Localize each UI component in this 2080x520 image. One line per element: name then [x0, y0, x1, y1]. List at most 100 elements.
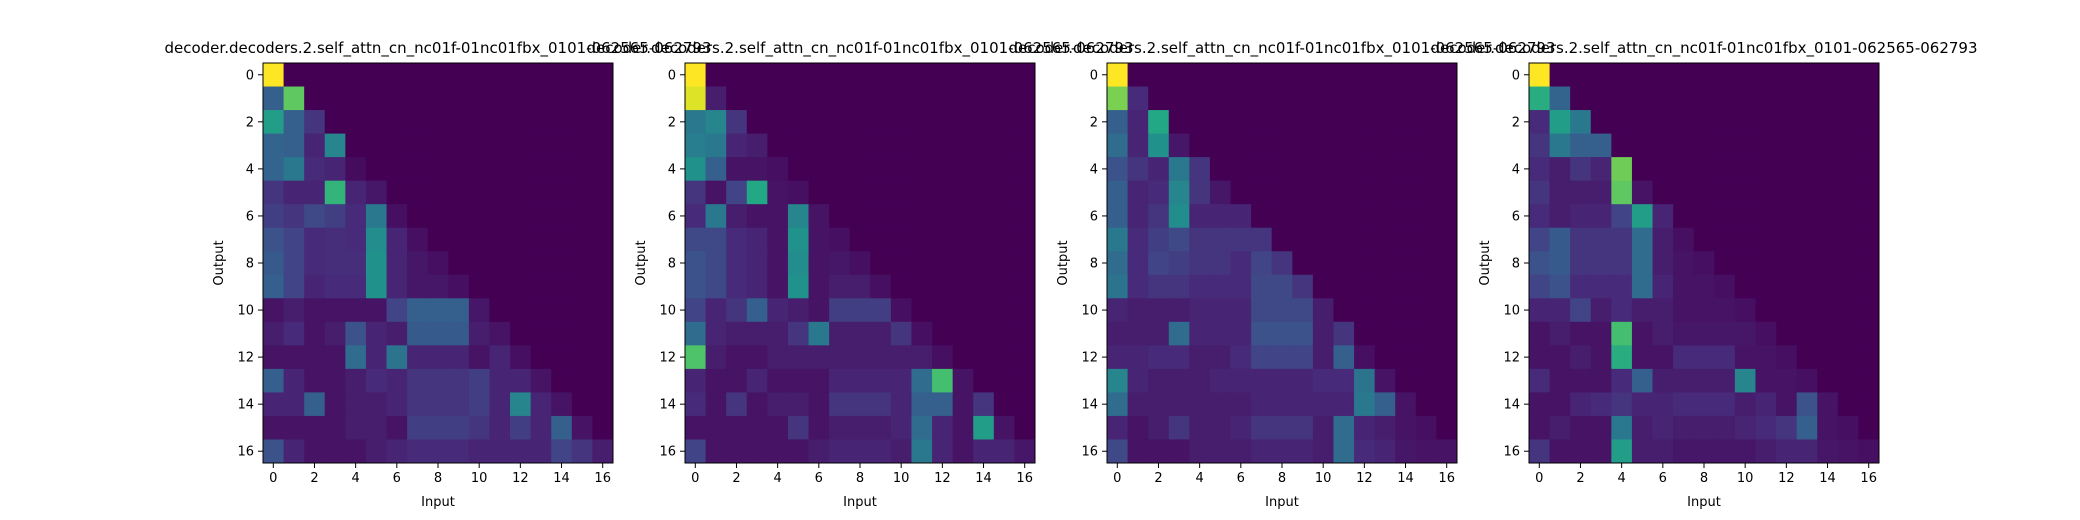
heatmap-cell [571, 133, 593, 158]
heatmap-cell [1292, 368, 1314, 393]
heatmap-cell [1590, 415, 1612, 440]
heatmap-cell [1189, 392, 1211, 417]
heatmap-cell [1312, 415, 1334, 440]
heatmap-cell [911, 439, 933, 464]
y-tick-label: 16 [1503, 445, 1520, 460]
heatmap-cell [1395, 392, 1417, 417]
heatmap-cell [1209, 227, 1231, 252]
y-tick-label: 16 [659, 445, 676, 460]
heatmap-cell [1817, 392, 1839, 417]
heatmap-cell [592, 251, 614, 276]
heatmap-cell [263, 227, 284, 252]
heatmap-cell [685, 110, 706, 134]
heatmap-cell [1312, 274, 1334, 299]
heatmap-cell [767, 345, 789, 370]
heatmap-cell [1776, 227, 1798, 252]
y-tick-label: 12 [659, 351, 676, 366]
heatmap-cell [1333, 415, 1355, 440]
heatmap-cell [551, 227, 573, 252]
heatmap-cell [510, 110, 532, 134]
heatmap-cell [1230, 415, 1252, 440]
heatmap-cell [829, 133, 851, 158]
heatmap-cell [705, 204, 727, 229]
heatmap-cell [468, 439, 490, 464]
heatmap-panel-2: 0 2 4 6 8 10 12 14 16 0 2 4 6 8 10 12 14 16 decoder.decod… [586, 39, 1133, 510]
heatmap-cell [1714, 415, 1736, 440]
heatmap-cell [1590, 227, 1612, 252]
y-tick-label: 16 [1081, 445, 1098, 460]
heatmap-cell [304, 157, 326, 182]
heatmap-cell [1107, 321, 1128, 346]
heatmap-cell [468, 110, 490, 134]
heatmap-cell [1837, 63, 1859, 87]
heatmap-cell [932, 204, 954, 229]
heatmap-cell [993, 133, 1015, 158]
heatmap-cell [1014, 63, 1036, 87]
heatmap-cell [448, 368, 470, 393]
heatmap-cell [705, 439, 727, 464]
heatmap-cell [1631, 415, 1653, 440]
heatmap-cell [808, 157, 830, 182]
heatmap-cell [1817, 298, 1839, 323]
heatmap-cell [849, 368, 871, 393]
heatmap-cell [1014, 439, 1036, 464]
heatmap-cell [1734, 321, 1756, 346]
heatmap-cell [468, 86, 490, 111]
heatmap-cell [1652, 63, 1674, 87]
heatmap-cell [510, 321, 532, 346]
heatmap-cell [407, 298, 429, 323]
heatmap-cell [787, 251, 809, 276]
heatmap-cell [911, 298, 933, 323]
heatmap-cell [1837, 298, 1859, 323]
heatmap-cell [1734, 392, 1756, 417]
heatmap-cell [1127, 415, 1149, 440]
heatmap-cell [890, 157, 912, 182]
heatmap-cell [530, 439, 552, 464]
heatmap-cell [345, 368, 367, 393]
heatmap-cell [1570, 392, 1592, 417]
heatmap-cell [1168, 274, 1190, 299]
heatmap-cell [468, 180, 490, 205]
heatmap-cell [448, 180, 470, 205]
heatmap-cell [787, 157, 809, 182]
heatmap-cell [1734, 180, 1756, 205]
heatmap-cell [685, 180, 706, 205]
heatmap-cell [1549, 180, 1571, 205]
heatmap-cell [1529, 63, 1550, 87]
heatmap-cell [1673, 180, 1695, 205]
heatmap-cell [829, 157, 851, 182]
heatmap-cell [1693, 392, 1715, 417]
heatmap-cell [1755, 86, 1777, 111]
heatmap-cell [1014, 415, 1036, 440]
heatmap-cell [1312, 227, 1334, 252]
heatmap-cell [1230, 321, 1252, 346]
heatmap-cell [746, 180, 768, 205]
heatmap-cell [767, 133, 789, 158]
heatmap-cell [1776, 439, 1798, 464]
heatmap-cell [365, 227, 387, 252]
heatmap-cell [1415, 345, 1437, 370]
heatmap-cell [1436, 110, 1458, 134]
heatmap-cell [386, 86, 408, 111]
heatmap-cell [973, 274, 995, 299]
heatmap-cell [1611, 204, 1633, 229]
heatmap-cell [993, 63, 1015, 87]
heatmap-cell [1148, 63, 1170, 87]
heatmap-cell [1251, 133, 1273, 158]
heatmap-cell [685, 415, 706, 440]
heatmap-cell [1631, 227, 1653, 252]
heatmap-cell [1148, 251, 1170, 276]
heatmap-cell [345, 180, 367, 205]
heatmap-cell [468, 274, 490, 299]
heatmap-cell [1292, 110, 1314, 134]
heatmap-cell [1858, 321, 1880, 346]
heatmap-cell [705, 180, 727, 205]
heatmap-cell [726, 63, 748, 87]
heatmap-cell [1652, 204, 1674, 229]
heatmap-cell [870, 227, 892, 252]
heatmap-cell [1693, 227, 1715, 252]
heatmap-cell [1796, 439, 1818, 464]
heatmap-cell [1436, 204, 1458, 229]
heatmap-cell [468, 298, 490, 323]
heatmap-cell [993, 321, 1015, 346]
